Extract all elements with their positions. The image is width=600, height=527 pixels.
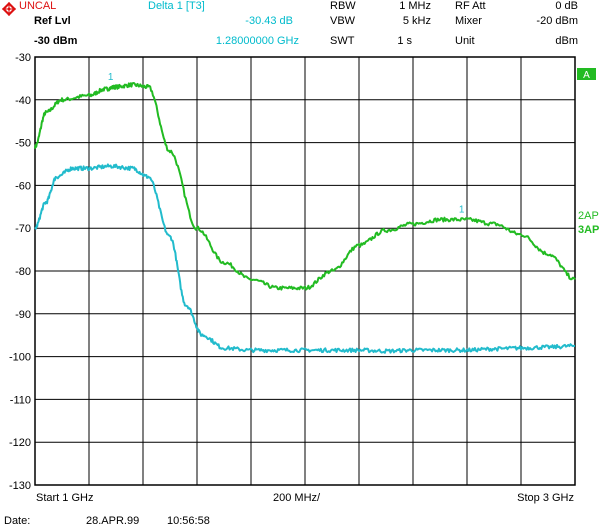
y-tick-label: -100 — [9, 352, 31, 364]
start-frequency: Start 1 GHz — [36, 492, 93, 504]
rbw-value: 1 MHz — [399, 0, 431, 12]
trace-a-badge-label: A — [583, 70, 590, 81]
y-tick-label: -50 — [15, 138, 31, 150]
trace-3ap-label: 3AP — [578, 224, 599, 236]
traces — [34, 82, 576, 354]
date-label: Date: — [4, 515, 30, 527]
trace-2ap-label: 2AP — [578, 210, 599, 222]
unit-value: dBm — [555, 35, 578, 47]
y-tick-label: -60 — [15, 180, 31, 192]
trace-3ap — [34, 163, 575, 354]
y-tick-label: -30 — [15, 52, 31, 64]
rf-att-label: RF Att — [455, 0, 486, 12]
rf-att-value: 0 dB — [555, 0, 578, 12]
vbw-value: 5 kHz — [403, 15, 431, 27]
y-tick-label: -130 — [9, 480, 31, 492]
marker-level: -30.43 dB — [245, 15, 293, 27]
unit-label: Unit — [455, 35, 475, 47]
marker-label: 1 — [459, 205, 465, 216]
marker-label: 1 — [108, 72, 114, 83]
y-tick-label: -70 — [15, 223, 31, 235]
trace-2ap — [34, 82, 576, 291]
footer: Start 1 GHz 200 MHz/ Stop 3 GHz Date: 28… — [4, 492, 574, 527]
y-tick-labels: -30 -40 -50 -60 -70 -80 -90 -100 -110 -120 -130 — [9, 52, 31, 492]
time-value: 10:56:58 — [167, 515, 210, 527]
markers: 11 — [108, 72, 465, 216]
y-tick-label: -120 — [9, 437, 31, 449]
header-panel: UNCAL Ref Lvl -30 dBm Delta 1 [T3] -30.4… — [2, 0, 578, 47]
mixer-label: Mixer — [455, 15, 482, 27]
marker-title: Delta 1 [T3] — [148, 0, 205, 12]
rbw-label: RBW — [330, 0, 356, 12]
vbw-label: VBW — [330, 15, 356, 27]
ref-level-value: -30 dBm — [34, 35, 78, 47]
y-tick-label: -90 — [15, 309, 31, 321]
swt-label: SWT — [330, 35, 355, 47]
y-tick-label: -40 — [15, 95, 31, 107]
stop-frequency: Stop 3 GHz — [517, 492, 574, 504]
uncal-indicator: UNCAL — [19, 0, 56, 12]
grid — [35, 57, 575, 485]
rohde-schwarz-logo-icon — [2, 2, 16, 16]
marker-frequency: 1.28000000 GHz — [216, 35, 299, 47]
y-tick-label: -80 — [15, 266, 31, 278]
date-value: 28.APR.99 — [86, 515, 139, 527]
ref-level-label: Ref Lvl — [34, 15, 71, 27]
swt-value: 1 s — [397, 35, 412, 47]
span-per-division: 200 MHz/ — [273, 492, 321, 504]
y-tick-label: -110 — [10, 394, 31, 406]
trace-a-badge — [577, 68, 596, 80]
mixer-value: -20 dBm — [536, 15, 578, 27]
